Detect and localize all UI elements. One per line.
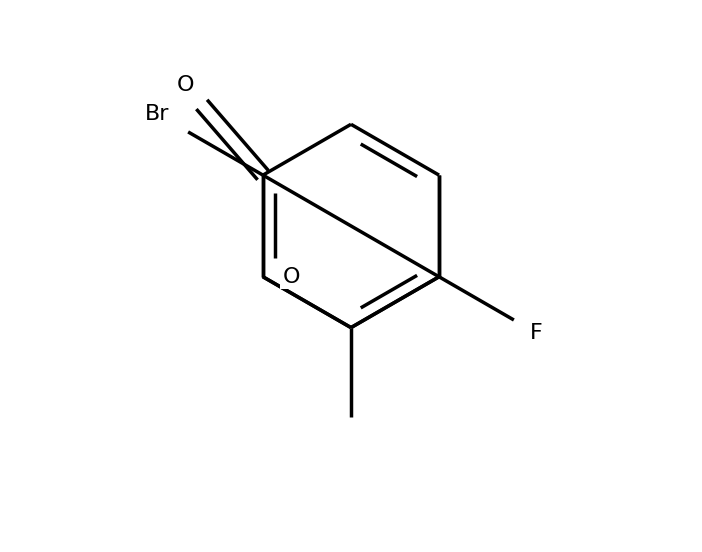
Text: Br: Br — [145, 104, 170, 124]
Text: O: O — [283, 267, 300, 287]
Text: O: O — [176, 75, 194, 95]
Text: F: F — [529, 323, 542, 343]
